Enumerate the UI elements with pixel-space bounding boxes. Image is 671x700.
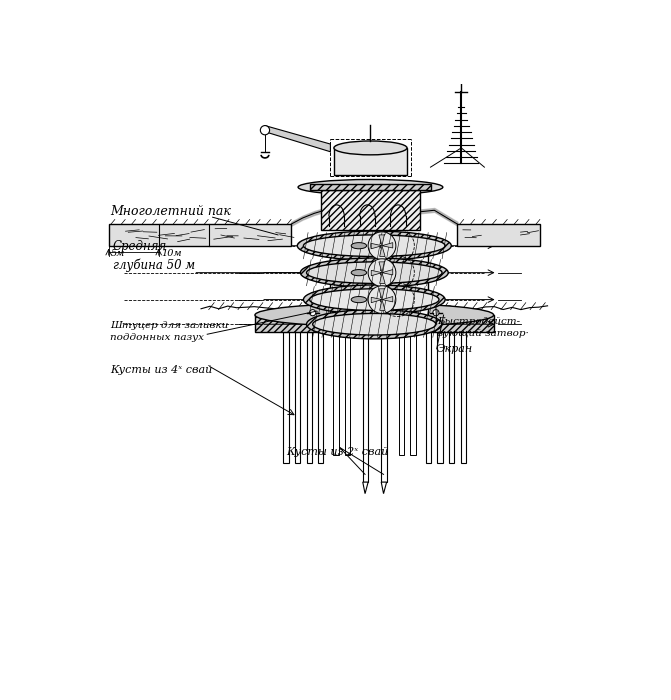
Bar [411,332,416,455]
Text: 5м: 5м [111,248,125,258]
Ellipse shape [309,289,439,310]
Bar [460,332,466,463]
Bar [333,332,339,455]
Circle shape [433,309,439,316]
Ellipse shape [351,297,366,302]
Bar [363,332,368,482]
Text: Штуцер для заливки
поддонных пазух: Штуцер для заливки поддонных пазух [110,321,228,342]
Ellipse shape [307,262,442,284]
Text: Кусты из 4ˣ свай: Кусты из 4ˣ свай [110,365,213,374]
Circle shape [371,309,377,316]
Ellipse shape [301,258,448,287]
Ellipse shape [298,179,443,195]
Ellipse shape [313,314,436,335]
Polygon shape [371,298,382,302]
Polygon shape [371,244,382,248]
Bar [295,332,301,463]
Bar [318,332,323,463]
Bar [381,332,386,482]
Polygon shape [381,482,386,493]
Text: 10м: 10м [161,249,182,258]
Bar [449,332,454,463]
Ellipse shape [303,235,445,256]
Polygon shape [265,125,330,152]
Bar [255,315,494,332]
Bar [321,190,420,230]
Bar [334,148,407,175]
Bar [330,242,428,326]
Ellipse shape [334,141,407,155]
Polygon shape [380,272,385,284]
Ellipse shape [307,309,442,339]
Bar [458,224,540,246]
Bar [437,332,443,463]
Bar [426,332,431,463]
Polygon shape [363,482,368,493]
Text: Многолетний пак: Многолетний пак [110,205,231,218]
Bar [309,184,431,190]
Polygon shape [382,243,393,248]
Text: Быстродейст-
вующий затвор·: Быстродейст- вующий затвор· [437,317,529,338]
Polygon shape [379,262,384,272]
Circle shape [368,259,396,286]
Polygon shape [379,235,384,246]
Circle shape [368,286,396,314]
Polygon shape [371,270,382,276]
Polygon shape [380,300,385,310]
Ellipse shape [297,231,452,260]
Ellipse shape [351,243,366,248]
Bar [345,332,350,455]
Bar [399,332,405,455]
Bar [283,332,289,463]
Polygon shape [382,297,393,302]
Polygon shape [380,246,385,256]
Ellipse shape [303,285,445,314]
Text: Экран: Экран [437,344,473,354]
Polygon shape [379,289,384,300]
Ellipse shape [255,304,494,326]
Circle shape [309,309,316,316]
Bar [109,224,291,246]
Ellipse shape [351,270,366,276]
Bar [307,332,312,463]
Polygon shape [382,270,393,275]
Text: Кусты из 2ˣ свай: Кусты из 2ˣ свай [286,447,388,457]
Circle shape [368,232,396,260]
Text: Средняя
глубина 50 м: Средняя глубина 50 м [113,240,195,272]
Circle shape [260,125,270,135]
